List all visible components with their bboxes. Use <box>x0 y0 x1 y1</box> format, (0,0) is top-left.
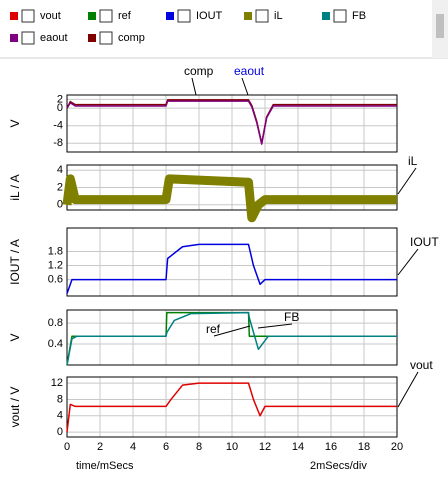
x-tick-label: 0 <box>64 441 70 453</box>
legend-swatch <box>10 12 18 20</box>
x-tick-label: 16 <box>325 441 337 453</box>
annotation-pointer <box>257 323 293 329</box>
y-tick-label: 0 <box>57 426 63 438</box>
y-axis-label: IOUT / A <box>8 239 22 285</box>
x-tick-label: 6 <box>163 441 169 453</box>
x-tick-label: 2 <box>97 441 103 453</box>
y-tick-label: 2 <box>57 93 63 105</box>
legend-label: FB <box>352 10 366 22</box>
series-line <box>62 174 397 223</box>
legend-swatch <box>322 12 330 20</box>
legend-panel <box>0 0 448 58</box>
legend-checkbox[interactable] <box>255 9 269 23</box>
annotation: IOUT <box>410 235 439 249</box>
legend-swatch <box>166 12 174 20</box>
legend-swatch <box>88 12 96 20</box>
y-tick-label: 0.4 <box>48 338 63 350</box>
annotation-pointer <box>213 325 251 337</box>
plot-frame <box>66 309 398 366</box>
series-line <box>66 243 397 294</box>
legend-label: comp <box>118 32 145 44</box>
y-axis-label: V <box>8 119 22 127</box>
legend-label: vout <box>40 10 61 22</box>
x-tick-label: 18 <box>358 441 370 453</box>
scroll-thumb[interactable] <box>436 14 444 38</box>
y-axis-label: V <box>8 333 22 341</box>
legend-checkbox[interactable] <box>21 31 35 45</box>
legend-label: iL <box>274 10 283 22</box>
y-tick-label: 4 <box>57 410 63 422</box>
y-tick-label: 2 <box>57 181 63 193</box>
y-axis-label: vout / V <box>8 387 22 428</box>
series-line <box>66 311 397 366</box>
y-tick-label: 4 <box>57 164 63 176</box>
x-scale-label: 2mSecs/div <box>310 460 367 472</box>
x-tick-label: 20 <box>391 441 403 453</box>
legend-swatch <box>88 34 96 42</box>
annotation: FB <box>284 310 299 324</box>
y-tick-label: 0.8 <box>48 317 63 329</box>
series-line <box>66 100 397 145</box>
legend-swatch <box>244 12 252 20</box>
legend-checkbox[interactable] <box>99 9 113 23</box>
annotation: comp <box>184 64 214 78</box>
annotation-pointer <box>191 77 197 96</box>
legend-label: eaout <box>40 32 68 44</box>
plot-frame <box>66 227 398 297</box>
legend-checkbox[interactable] <box>177 9 191 23</box>
legend-checkbox[interactable] <box>99 31 113 45</box>
annotation-pointer <box>397 248 419 276</box>
y-tick-label: 1.2 <box>48 259 63 271</box>
legend-label: ref <box>118 10 132 22</box>
annotation: vout <box>410 358 433 372</box>
x-tick-label: 4 <box>130 441 136 453</box>
y-tick-label: 8 <box>57 393 63 405</box>
y-tick-label: 0.6 <box>48 273 63 285</box>
annotation-pointer <box>397 167 417 195</box>
annotation: eaout <box>234 64 265 78</box>
x-tick-label: 12 <box>259 441 271 453</box>
x-tick-label: 14 <box>292 441 304 453</box>
y-tick-label: 0 <box>57 199 63 211</box>
x-axis-label: time/mSecs <box>76 460 134 472</box>
y-tick-label: 0 <box>57 102 63 114</box>
legend-checkbox[interactable] <box>21 9 35 23</box>
legend-checkbox[interactable] <box>333 9 347 23</box>
y-tick-label: -8 <box>53 137 63 149</box>
series-line <box>66 382 397 433</box>
y-tick-label: -4 <box>53 120 63 132</box>
annotation-pointer <box>397 371 419 408</box>
y-tick-label: 1.8 <box>48 245 63 257</box>
y-tick-label: 12 <box>51 377 63 389</box>
annotation: ref <box>206 322 221 336</box>
x-tick-label: 8 <box>196 441 202 453</box>
x-tick-label: 10 <box>226 441 238 453</box>
y-axis-label: iL / A <box>8 174 22 200</box>
legend-swatch <box>10 34 18 42</box>
annotation-pointer <box>241 77 249 96</box>
legend-label: IOUT <box>196 10 223 22</box>
annotation: iL <box>408 154 418 168</box>
plot-frame <box>66 94 398 153</box>
